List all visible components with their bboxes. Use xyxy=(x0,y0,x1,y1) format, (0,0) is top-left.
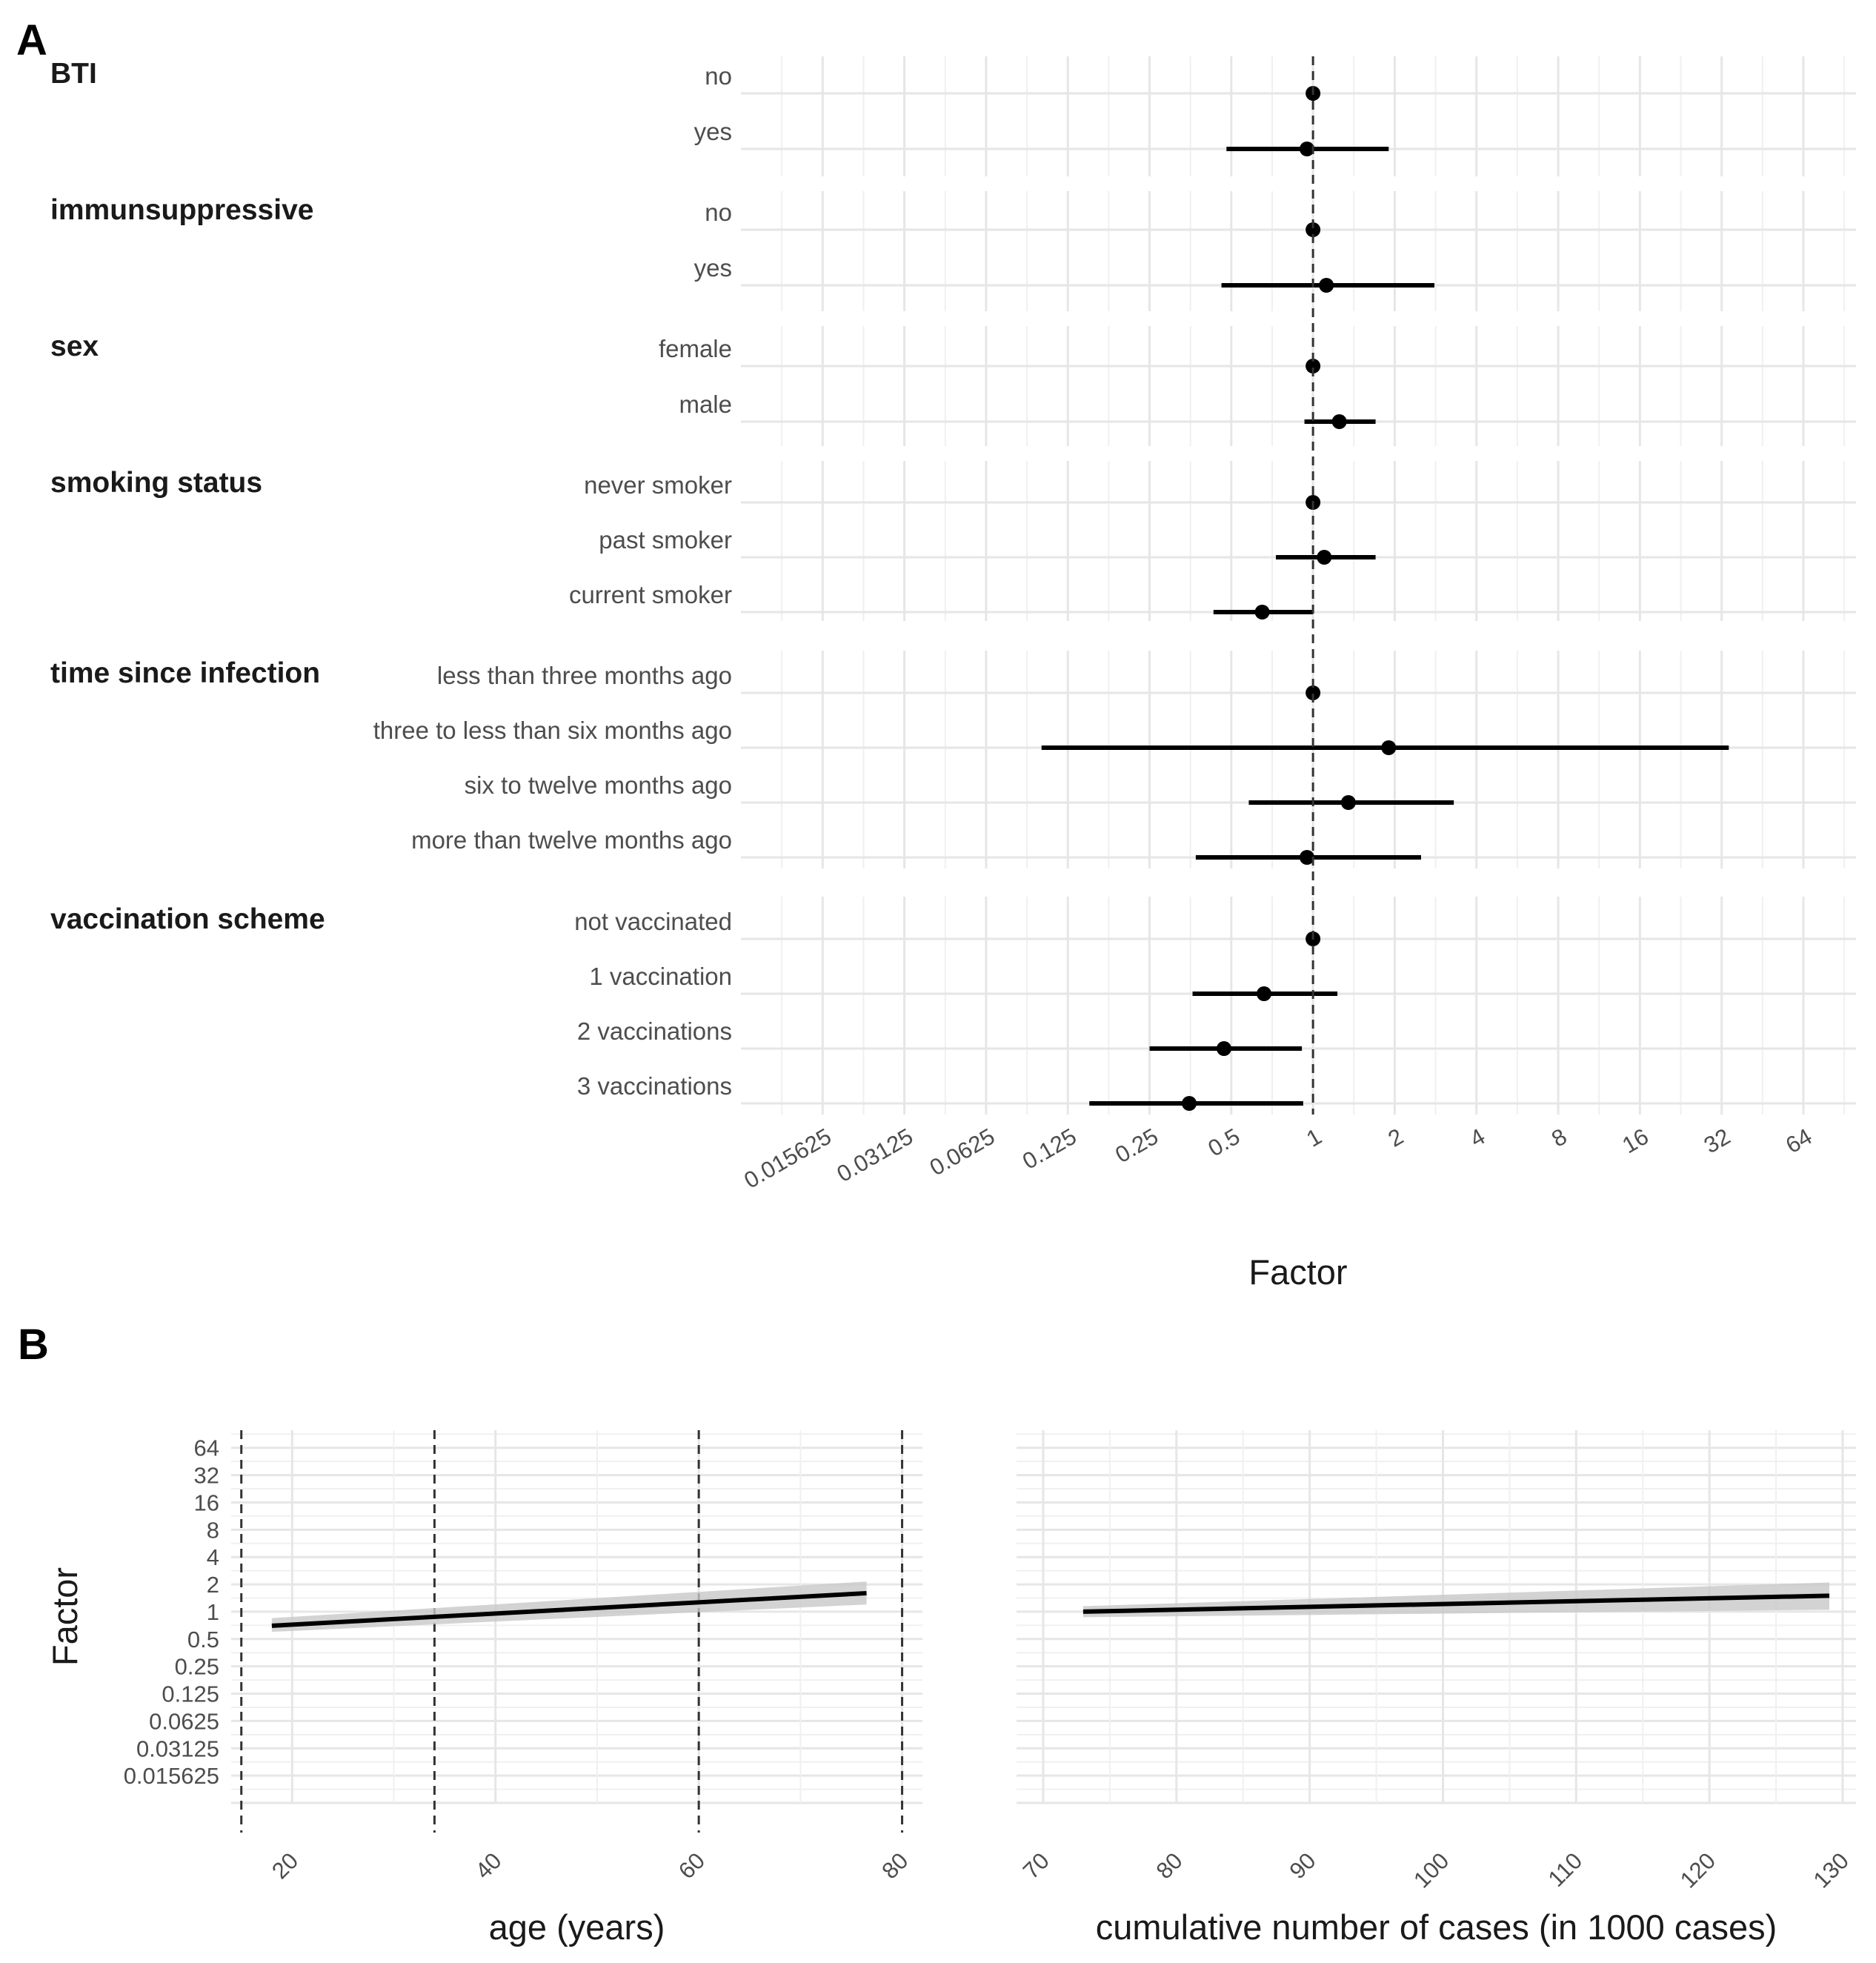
estimate-point xyxy=(1381,740,1397,755)
y-tick-label: 8 xyxy=(207,1517,219,1543)
group-title: smoking status xyxy=(50,467,262,499)
group-title: vaccination scheme xyxy=(50,903,325,935)
x-tick-label: 64 xyxy=(1781,1123,1816,1159)
estimate-point xyxy=(1216,1041,1231,1056)
y-tick-label: 16 xyxy=(194,1489,219,1515)
x-tick-label: 1 xyxy=(1302,1123,1325,1152)
y-tick-label: 64 xyxy=(194,1435,219,1461)
effect-line xyxy=(271,1590,867,1628)
forest-plot: BTI no yes immunsuppressive no yes sex female ma… xyxy=(50,56,1856,1292)
group-title: sex xyxy=(50,331,99,362)
level-label: more than twelve months ago xyxy=(411,826,732,854)
x-tick-label: 2 xyxy=(1384,1123,1408,1152)
level-label: less than three months ago xyxy=(437,662,732,689)
x-tick-label: 4 xyxy=(1466,1123,1489,1152)
group-title: time since infection xyxy=(50,657,320,689)
y-tick-label: 0.03125 xyxy=(136,1736,219,1761)
estimate-point xyxy=(1305,359,1321,373)
level-label: never smoker xyxy=(584,471,732,499)
level-label: not vaccinated xyxy=(574,908,732,935)
x-tick-label: 60 xyxy=(673,1847,710,1884)
level-label: 1 vaccination xyxy=(589,963,732,990)
x-tick-label: 70 xyxy=(1018,1847,1054,1884)
x-tick-label: 0.25 xyxy=(1111,1123,1162,1168)
estimate-point xyxy=(1254,605,1270,620)
level-label: current smoker xyxy=(569,581,732,608)
cases-effect-plot: 70 80 90 100 110 120 130 cumulative number of c… xyxy=(1017,1430,1856,1947)
y-tick-label: 1 xyxy=(207,1599,219,1625)
y-tick-label: 32 xyxy=(194,1463,219,1489)
level-label: no xyxy=(705,199,732,226)
estimate-point xyxy=(1340,795,1356,810)
estimate-point xyxy=(1319,278,1334,293)
x-tick-label: 0.125 xyxy=(1018,1123,1081,1175)
level-label: yes xyxy=(694,118,732,145)
y-tick-label: 0.0625 xyxy=(149,1708,219,1734)
y-axis-title: Factor xyxy=(45,1567,84,1666)
group-title: immunsuppressive xyxy=(50,194,313,226)
y-tick-label: 0.5 xyxy=(187,1627,219,1653)
x-axis-title: age (years) xyxy=(489,1907,665,1947)
level-label: no xyxy=(705,62,732,90)
y-tick-label: 0.015625 xyxy=(124,1763,219,1789)
x-tick-label: 110 xyxy=(1543,1847,1588,1892)
estimate-point xyxy=(1182,1096,1197,1111)
x-tick-label: 0.015625 xyxy=(739,1123,835,1194)
estimate-point xyxy=(1305,685,1321,700)
x-axis-title: cumulative number of cases (in 1000 case… xyxy=(1096,1907,1777,1947)
x-tick-label: 32 xyxy=(1700,1123,1734,1159)
estimate-point xyxy=(1257,986,1272,1001)
x-tick-label: 40 xyxy=(470,1847,507,1884)
estimate-point xyxy=(1331,414,1347,429)
y-tick-label: 0.25 xyxy=(175,1654,219,1680)
x-tick-label: 0.5 xyxy=(1204,1123,1245,1162)
x-tick-label: 90 xyxy=(1284,1847,1320,1884)
level-label: three to less than six months ago xyxy=(373,717,732,744)
panel-label-b: B xyxy=(18,1321,49,1369)
x-axis-title: Factor xyxy=(1248,1252,1347,1292)
y-tick-label: 0.125 xyxy=(162,1681,219,1707)
level-label: male xyxy=(679,391,732,418)
panel-label-a: A xyxy=(16,16,47,64)
x-tick-label: 20 xyxy=(267,1847,303,1884)
x-tick-label: 80 xyxy=(1151,1847,1188,1884)
level-label: yes xyxy=(694,254,732,282)
age-effect-plot: 20 40 60 80 age (years) 64321684210.50.250.12… xyxy=(45,1430,922,1947)
level-label: past smoker xyxy=(599,526,732,554)
x-tick-label: 0.0625 xyxy=(925,1123,999,1181)
level-label: 3 vaccinations xyxy=(577,1072,732,1100)
x-tick-label: 130 xyxy=(1809,1847,1854,1893)
x-tick-label: 16 xyxy=(1618,1123,1653,1159)
group-title: BTI xyxy=(50,58,97,90)
estimate-point xyxy=(1299,850,1314,865)
level-label: 2 vaccinations xyxy=(577,1017,732,1045)
ci-ribbon xyxy=(271,1581,867,1632)
effect-line xyxy=(1082,1593,1830,1614)
level-label: female xyxy=(659,335,732,362)
x-tick-label: 80 xyxy=(877,1847,913,1884)
estimate-point xyxy=(1317,550,1332,565)
estimate-point xyxy=(1299,142,1314,156)
y-tick-label: 2 xyxy=(207,1572,219,1598)
y-tick-label: 4 xyxy=(207,1544,219,1570)
level-label: six to twelve months ago xyxy=(465,771,732,799)
x-tick-label: 0.03125 xyxy=(833,1123,918,1187)
x-tick-label: 8 xyxy=(1547,1123,1571,1152)
estimate-point xyxy=(1305,222,1321,237)
x-tick-label: 120 xyxy=(1675,1847,1720,1893)
x-tick-label: 100 xyxy=(1408,1847,1454,1893)
